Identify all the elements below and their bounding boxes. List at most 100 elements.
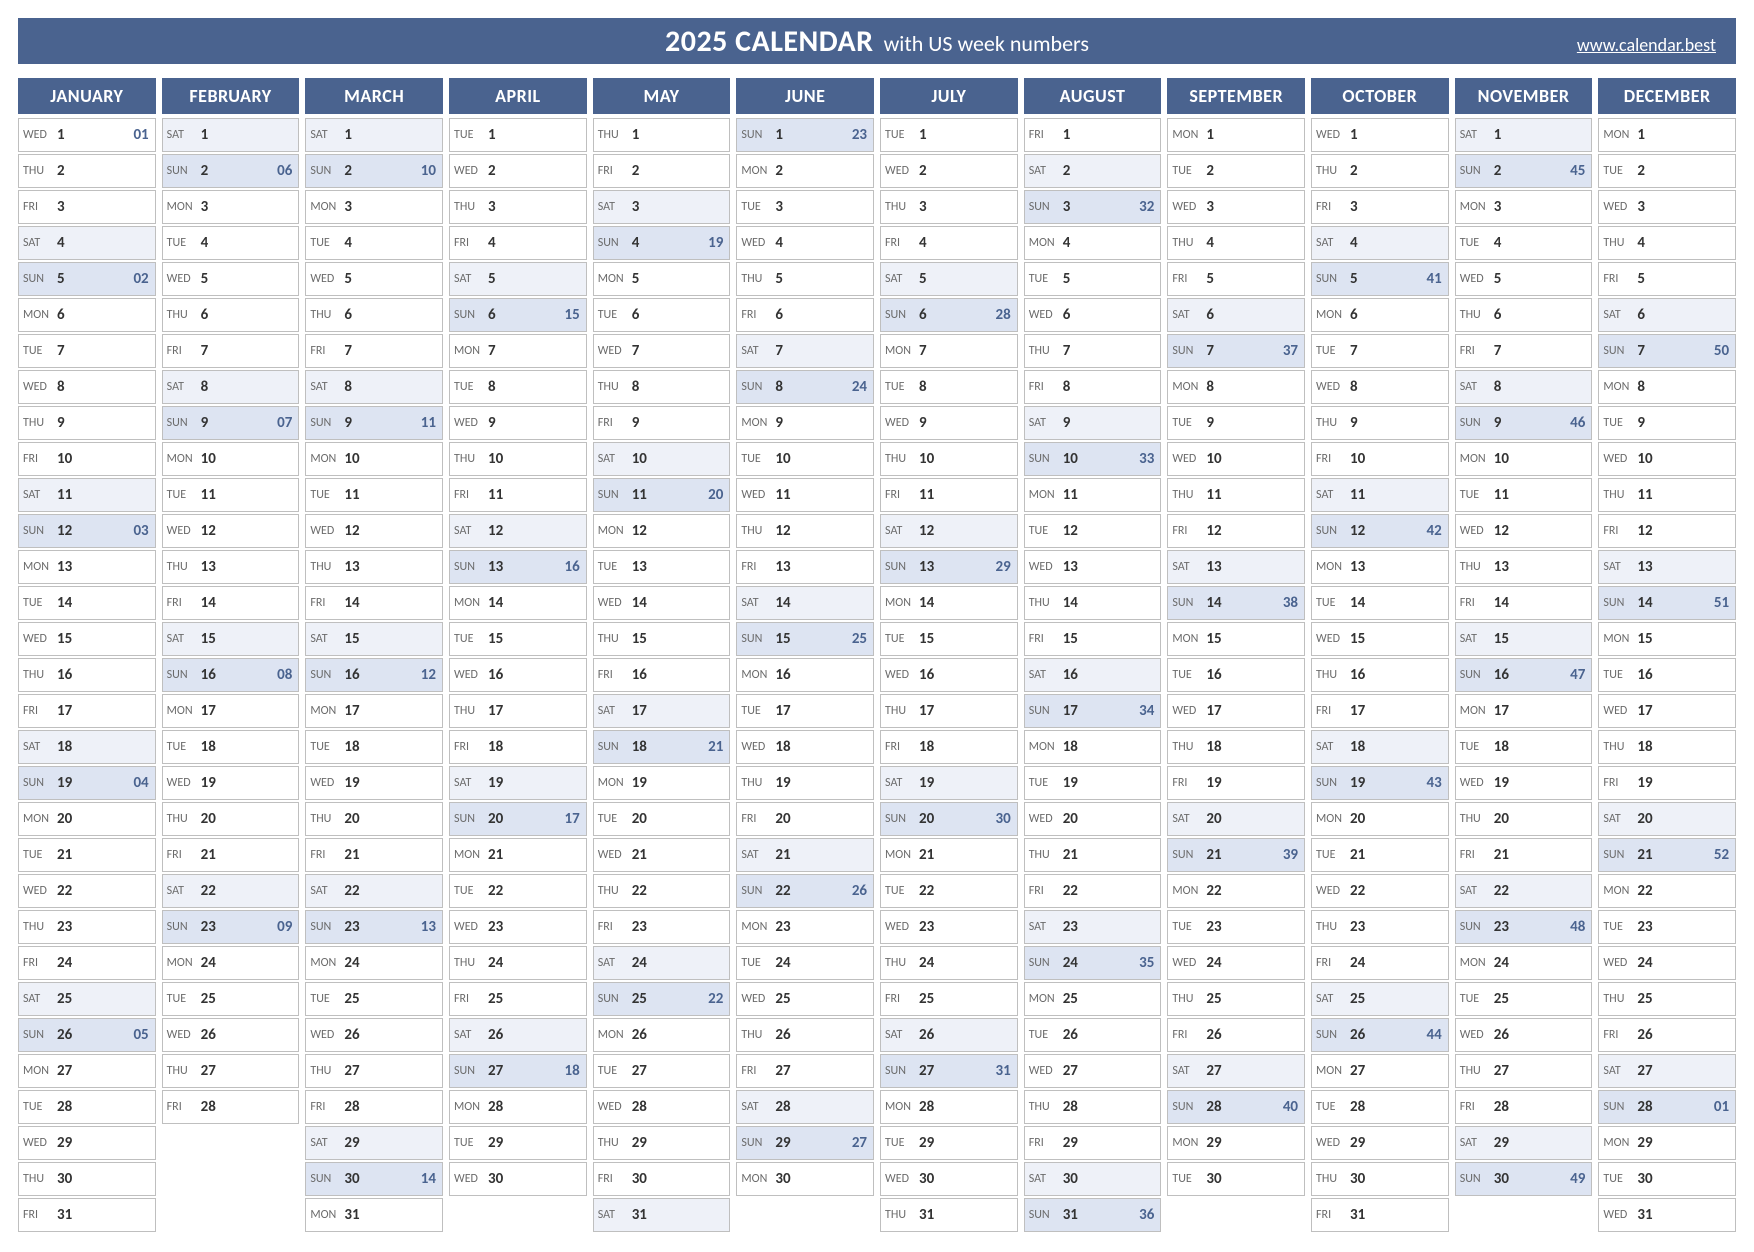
day-cell: WED28	[593, 1090, 731, 1124]
day-of-week-label: SAT	[741, 596, 775, 610]
day-cell: THU27	[305, 1054, 443, 1088]
day-number: 6	[632, 306, 640, 324]
day-number: 24	[775, 954, 790, 972]
day-of-week-label: SUN	[1029, 956, 1063, 970]
day-cell: MON10	[305, 442, 443, 476]
week-number: 42	[1427, 522, 1442, 540]
day-of-week-label: SUN	[1316, 524, 1350, 538]
day-number: 28	[201, 1098, 216, 1116]
day-of-week-label: SAT	[23, 740, 57, 754]
day-cell: SAT19	[880, 766, 1018, 800]
day-of-week-label: SAT	[454, 524, 488, 538]
day-cell: THU5	[736, 262, 874, 296]
day-cell: MON18	[1024, 730, 1162, 764]
day-cell: TUE4	[162, 226, 300, 260]
day-number: 25	[1494, 990, 1509, 1008]
day-cell: WED9	[880, 406, 1018, 440]
day-of-week-label: SUN	[1460, 416, 1494, 430]
day-number: 15	[1350, 630, 1365, 648]
day-cell: MON12	[593, 514, 731, 548]
day-cell: FRI1	[1024, 118, 1162, 152]
day-cell: THU4	[1167, 226, 1305, 260]
day-number: 2	[775, 162, 783, 180]
day-number: 27	[1637, 1062, 1652, 1080]
day-of-week-label: SUN	[885, 308, 919, 322]
day-of-week-label: SUN	[1603, 848, 1637, 862]
day-number: 6	[1637, 306, 1645, 324]
day-number: 17	[1206, 702, 1221, 720]
day-cell: THU6	[162, 298, 300, 332]
day-cell: WED18	[736, 730, 874, 764]
day-of-week-label: FRI	[1603, 776, 1637, 790]
day-number: 2	[632, 162, 640, 180]
week-number: 29	[995, 558, 1010, 576]
day-of-week-label: THU	[1460, 560, 1494, 574]
day-number: 30	[632, 1170, 647, 1188]
day-of-week-label: MON	[1316, 308, 1350, 322]
month-header: JANUARY	[18, 78, 156, 114]
day-of-week-label: FRI	[885, 740, 919, 754]
day-number: 24	[344, 954, 359, 972]
day-of-week-label: FRI	[741, 560, 775, 574]
day-number: 16	[775, 666, 790, 684]
day-of-week-label: TUE	[1603, 668, 1637, 682]
week-number: 15	[564, 306, 579, 324]
day-number: 29	[1637, 1134, 1652, 1152]
source-link[interactable]: www.calendar.best	[1577, 34, 1716, 56]
day-of-week-label: MON	[1172, 380, 1206, 394]
day-cell: SAT3	[593, 190, 731, 224]
day-of-week-label: WED	[885, 164, 919, 178]
week-number: 08	[277, 666, 292, 684]
day-number: 7	[775, 342, 783, 360]
day-of-week-label: SAT	[167, 380, 201, 394]
day-cell: SUN502	[18, 262, 156, 296]
day-of-week-label: SAT	[885, 272, 919, 286]
day-cell: WED7	[593, 334, 731, 368]
month-header: DECEMBER	[1598, 78, 1736, 114]
day-cell: FRI6	[736, 298, 874, 332]
day-cell: WED17	[1167, 694, 1305, 728]
day-number: 28	[775, 1098, 790, 1116]
day-number: 14	[1063, 594, 1078, 612]
day-cell: THU26	[736, 1018, 874, 1052]
day-of-week-label: THU	[1172, 236, 1206, 250]
day-number: 5	[344, 270, 352, 288]
day-cell: SAT20	[1598, 802, 1736, 836]
day-number: 5	[632, 270, 640, 288]
day-of-week-label: SUN	[1603, 344, 1637, 358]
day-of-week-label: WED	[741, 236, 775, 250]
day-of-week-label: THU	[310, 812, 344, 826]
day-number: 16	[488, 666, 503, 684]
day-number: 26	[775, 1026, 790, 1044]
day-number: 31	[1063, 1206, 1078, 1224]
day-of-week-label: THU	[167, 1064, 201, 1078]
day-of-week-label: THU	[454, 704, 488, 718]
day-cell: WED30	[449, 1162, 587, 1196]
month-column: FEBRUARYSAT1SUN206MON3TUE4WED5THU6FRI7SA…	[162, 78, 300, 1234]
day-of-week-label: SAT	[1316, 488, 1350, 502]
day-of-week-label: SUN	[310, 416, 344, 430]
day-cell: MON17	[1455, 694, 1593, 728]
day-number: 14	[488, 594, 503, 612]
day-cell: SUN1608	[162, 658, 300, 692]
day-number: 2	[1637, 162, 1645, 180]
day-number: 9	[201, 414, 209, 432]
day-of-week-label: FRI	[1603, 272, 1637, 286]
day-of-week-label: FRI	[1172, 1028, 1206, 1042]
day-cell: FRI18	[449, 730, 587, 764]
day-number: 28	[57, 1098, 72, 1116]
day-number: 26	[344, 1026, 359, 1044]
day-of-week-label: THU	[598, 1136, 632, 1150]
week-number: 21	[708, 738, 723, 756]
day-number: 23	[488, 918, 503, 936]
day-of-week-label: WED	[1316, 1136, 1350, 1150]
day-cell: MON26	[593, 1018, 731, 1052]
day-cell: FRI7	[1455, 334, 1593, 368]
day-number: 22	[1637, 882, 1652, 900]
day-number: 11	[1206, 486, 1221, 504]
day-cell: SAT20	[1167, 802, 1305, 836]
day-cell: SAT23	[1024, 910, 1162, 944]
day-number: 14	[1350, 594, 1365, 612]
day-cell: SAT14	[736, 586, 874, 620]
day-cell: SUN2435	[1024, 946, 1162, 980]
